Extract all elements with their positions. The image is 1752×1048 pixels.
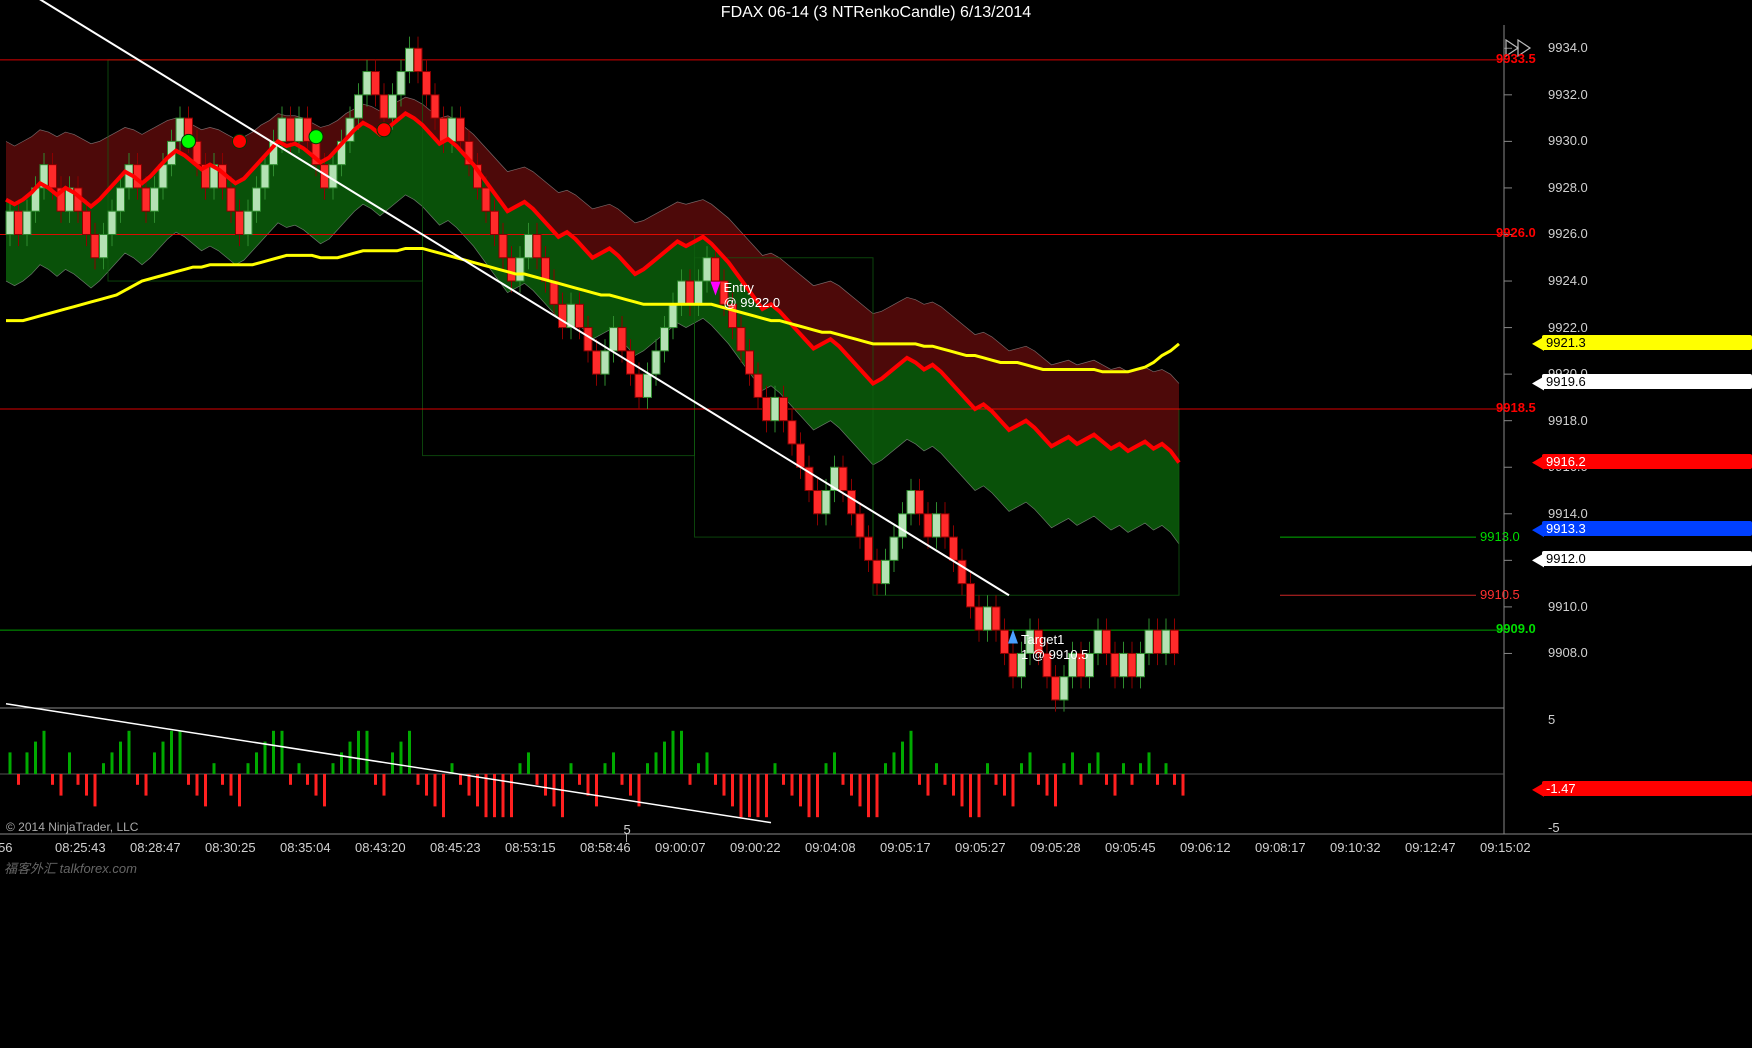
- price-tick: 9914.0: [1548, 506, 1588, 521]
- watermark-label: 福客外汇 talkforex.com: [4, 858, 137, 877]
- chart-annotation: 1 @ 9910.5: [1021, 647, 1088, 662]
- price-tick: 9918.0: [1548, 413, 1588, 428]
- chart-annotation: @ 9922.0: [724, 295, 781, 310]
- hline-label: 9926.0: [1496, 225, 1536, 240]
- chart-annotation: Target1: [1021, 632, 1064, 647]
- price-label: 9913.0: [1480, 529, 1520, 544]
- price-marker: 9913.3: [1542, 521, 1752, 536]
- time-tick: 08:53:15: [505, 840, 556, 855]
- indicator-tick: -5: [1548, 820, 1560, 835]
- time-tick: 09:05:27: [955, 840, 1006, 855]
- price-marker: 9921.3: [1542, 335, 1752, 350]
- time-tick: 09:12:47: [1405, 840, 1456, 855]
- price-tick: 9922.0: [1548, 320, 1588, 335]
- time-tick: 09:15:02: [1480, 840, 1531, 855]
- indicator-marker: -1.47: [1542, 781, 1752, 796]
- time-tick: 09:04:08: [805, 840, 856, 855]
- time-tick: 08:30:25: [205, 840, 256, 855]
- time-tick: 08:43:20: [355, 840, 406, 855]
- copyright-label: © 2014 NinjaTrader, LLC: [6, 820, 138, 834]
- session-label: 5: [624, 822, 631, 837]
- price-tick: 9926.0: [1548, 226, 1588, 241]
- price-tick: 9930.0: [1548, 133, 1588, 148]
- price-tick: 9932.0: [1548, 87, 1588, 102]
- price-marker: 9912.0: [1542, 551, 1752, 566]
- time-tick: 08:28:47: [130, 840, 181, 855]
- price-tick: 9928.0: [1548, 180, 1588, 195]
- hline-label: 9933.5: [1496, 51, 1536, 66]
- price-tick: 9934.0: [1548, 40, 1588, 55]
- time-tick: 08:35:04: [280, 840, 331, 855]
- time-tick: 09:06:12: [1180, 840, 1231, 855]
- chart-annotation: Entry: [724, 280, 754, 295]
- time-tick: 18:56: [0, 840, 13, 855]
- time-tick: 09:00:07: [655, 840, 706, 855]
- time-tick: 09:05:45: [1105, 840, 1156, 855]
- time-tick: 09:05:17: [880, 840, 931, 855]
- time-tick: 08:25:43: [55, 840, 106, 855]
- chart-canvas[interactable]: [0, 0, 1752, 1048]
- price-marker: 9919.6: [1542, 374, 1752, 389]
- time-tick: 09:05:28: [1030, 840, 1081, 855]
- indicator-tick: 5: [1548, 712, 1555, 727]
- hline-label: 9918.5: [1496, 400, 1536, 415]
- price-label: 9910.5: [1480, 587, 1520, 602]
- price-tick: 9910.0: [1548, 599, 1588, 614]
- time-tick: 08:58:46: [580, 840, 631, 855]
- time-tick: 09:10:32: [1330, 840, 1381, 855]
- trading-chart[interactable]: { "title": "FDAX 06-14 (3 NTRenkoCandle)…: [0, 0, 1752, 1048]
- time-tick: 09:00:22: [730, 840, 781, 855]
- price-tick: 9924.0: [1548, 273, 1588, 288]
- price-marker: 9916.2: [1542, 454, 1752, 469]
- hline-label: 9909.0: [1496, 621, 1536, 636]
- time-tick: 08:45:23: [430, 840, 481, 855]
- price-tick: 9908.0: [1548, 645, 1588, 660]
- time-tick: 09:08:17: [1255, 840, 1306, 855]
